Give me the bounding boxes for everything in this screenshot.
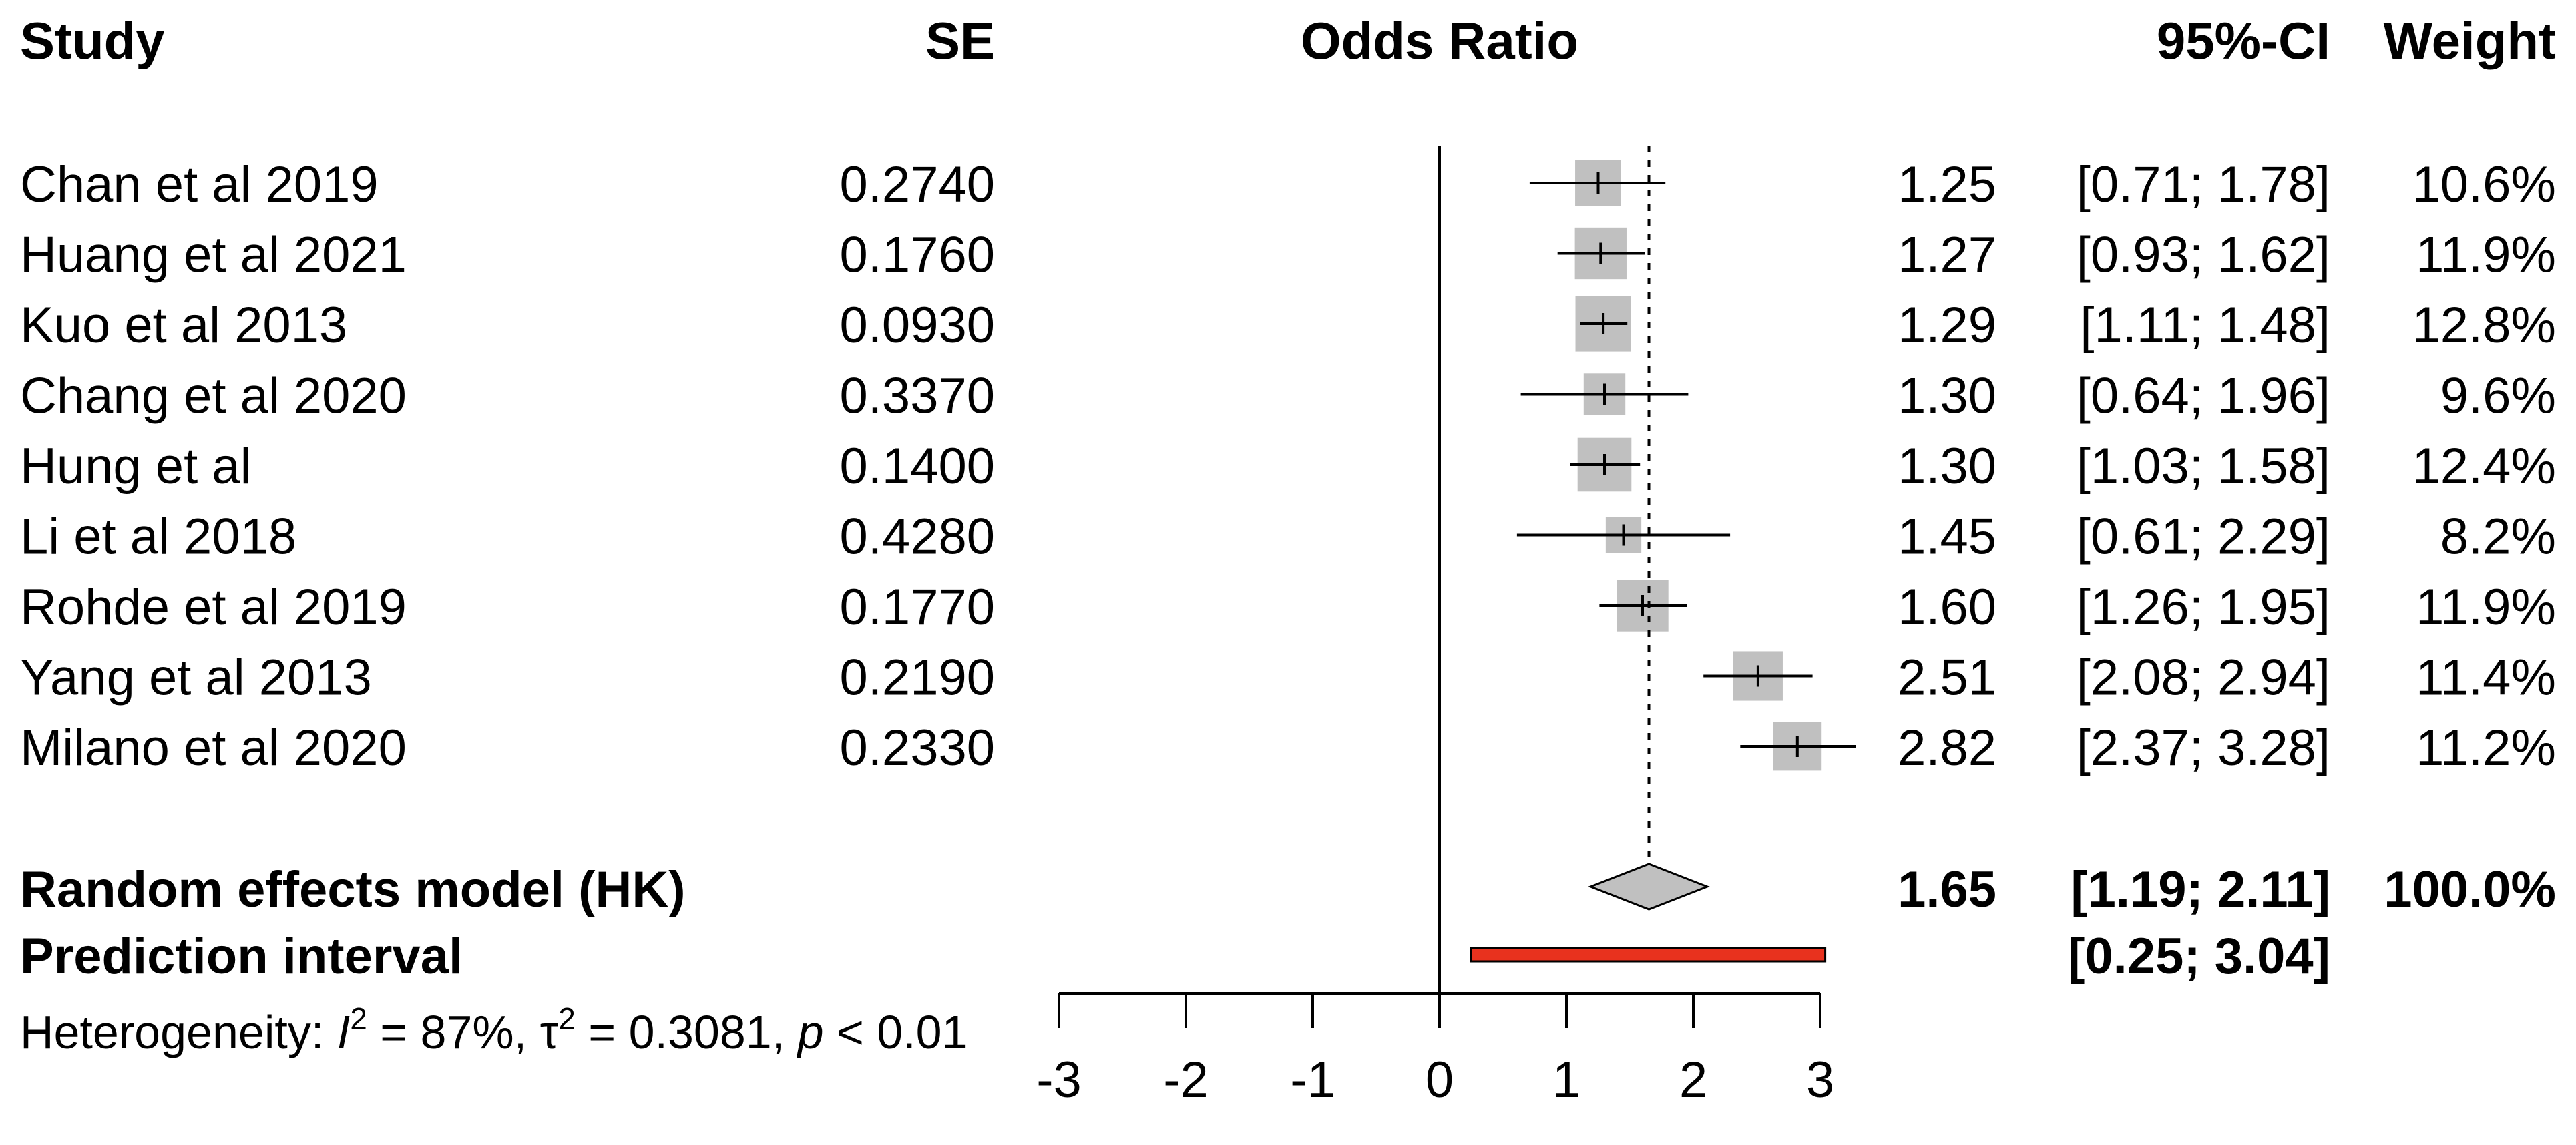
study-name: Milano et al 2020 — [20, 720, 407, 776]
study-ci: [1.11; 1.48] — [2080, 297, 2330, 354]
prediction-ci: [0.25; 3.04] — [2068, 928, 2330, 985]
header-study: Study — [20, 11, 165, 70]
study-weight: 11.2% — [2416, 720, 2556, 776]
study-estimate: 1.30 — [1898, 368, 1996, 425]
study-estimate: 2.51 — [1898, 650, 1996, 706]
study-estimate: 1.60 — [1898, 579, 1996, 636]
x-tick-label: -1 — [1290, 1052, 1335, 1108]
study-estimate: 1.45 — [1898, 509, 1996, 565]
pooled-diamond — [1587, 863, 1711, 911]
pooled-estimate: 1.65 — [1898, 861, 1996, 918]
study-ci: [2.08; 2.94] — [2077, 650, 2330, 706]
x-tick-label: -3 — [1036, 1052, 1082, 1108]
study-estimate: 1.30 — [1898, 438, 1996, 495]
study-se: 0.1760 — [840, 227, 995, 284]
study-se: 0.1770 — [840, 579, 995, 636]
study-se: 0.2740 — [840, 156, 995, 213]
study-row: Yang et al 2013 0.2190 2.51 [2.08; 2.94] 11.… — [20, 650, 2556, 706]
study-weight: 11.9% — [2416, 579, 2556, 636]
study-weight: 9.6% — [2440, 368, 2556, 425]
study-name: Chan et al 2019 — [20, 156, 379, 213]
study-se: 0.4280 — [840, 509, 995, 565]
study-weight: 12.8% — [2412, 297, 2557, 354]
study-se: 0.0930 — [840, 297, 995, 354]
study-ci: [0.61; 2.29] — [2077, 509, 2330, 565]
study-weight: 11.9% — [2416, 227, 2556, 284]
study-rows: Chan et al 2019 0.2740 1.25 [0.71; 1.78] 10.… — [20, 156, 2556, 776]
study-weight: 8.2% — [2440, 509, 2556, 565]
x-tick-label: -2 — [1163, 1052, 1209, 1108]
study-se: 0.3370 — [840, 368, 995, 425]
study-name: Rohde et al 2019 — [20, 579, 407, 636]
study-row: Chan et al 2019 0.2740 1.25 [0.71; 1.78] 10.… — [20, 156, 2556, 213]
study-weight: 12.4% — [2412, 438, 2557, 495]
study-name: Yang et al 2013 — [20, 650, 372, 706]
study-estimate: 1.27 — [1898, 227, 1996, 284]
study-estimate: 1.25 — [1898, 156, 1996, 213]
study-name: Huang et al 2021 — [20, 227, 407, 284]
study-estimate: 2.82 — [1898, 720, 1996, 776]
header-se: SE — [925, 11, 995, 70]
x-tick-label: 3 — [1806, 1052, 1834, 1108]
study-name: Chang et al 2020 — [20, 368, 407, 425]
x-tick-label: 1 — [1552, 1052, 1580, 1108]
prediction-row: Prediction interval [0.25; 3.04] — [20, 928, 2330, 985]
study-row: Milano et al 2020 0.2330 2.82 [2.37; 3.28] 1… — [20, 720, 2556, 776]
prediction-interval-bar — [1470, 947, 1827, 963]
study-se: 0.1400 — [840, 438, 995, 495]
column-headers: Study SE Odds Ratio 95%-CI Weight — [20, 11, 2556, 70]
study-weight: 10.6% — [2412, 156, 2557, 213]
study-ci: [0.93; 1.62] — [2077, 227, 2330, 284]
study-row: Rohde et al 2019 0.1770 1.60 [1.26; 1.95] 11… — [20, 579, 2556, 636]
pooled-ci: [1.19; 2.11] — [2071, 861, 2330, 918]
prediction-label: Prediction interval — [20, 928, 463, 985]
study-ci: [1.03; 1.58] — [2077, 438, 2330, 495]
study-ci: [1.26; 1.95] — [2077, 579, 2330, 636]
pooled-row: Random effects model (HK) 1.65 [1.19; 2.… — [20, 861, 2556, 918]
study-se: 0.2190 — [840, 650, 995, 706]
study-name: Kuo et al 2013 — [20, 297, 347, 354]
study-row: Hung et al 0.1400 1.30 [1.03; 1.58] 12.4% — [20, 437, 2557, 495]
study-estimate: 1.29 — [1898, 297, 1996, 354]
header-ci: 95%-CI — [2157, 11, 2330, 70]
study-name: Hung et al — [20, 438, 251, 495]
study-ci: [0.64; 1.96] — [2077, 368, 2330, 425]
x-tick-label: 2 — [1679, 1052, 1707, 1108]
study-weight: 11.4% — [2416, 650, 2556, 706]
pooled-label: Random effects model (HK) — [20, 861, 686, 918]
x-tick-label: 0 — [1426, 1052, 1454, 1108]
x-axis: -3 -2 -1 0 1 2 3 — [1036, 992, 1834, 1108]
study-name: Li et al 2018 — [20, 509, 296, 565]
study-row: Li et al 2018 0.4280 1.45 [0.61; 2.29] 8.2% — [20, 509, 2556, 565]
study-row: Kuo et al 2013 0.0930 1.29 [1.11; 1.48] 12.8… — [20, 296, 2556, 354]
header-odds-ratio: Odds Ratio — [1301, 11, 1578, 70]
study-row: Huang et al 2021 0.1760 1.27 [0.93; 1.62] 11… — [20, 227, 2556, 284]
study-ci: [2.37; 3.28] — [2077, 720, 2330, 776]
header-weight: Weight — [2383, 11, 2556, 70]
pooled-weight: 100.0% — [2384, 861, 2556, 918]
heterogeneity-text: Heterogeneity: I2 = 87%, τ2 = 0.3081, p … — [20, 1001, 968, 1058]
study-se: 0.2330 — [840, 720, 995, 776]
study-ci: [0.71; 1.78] — [2077, 156, 2330, 213]
plot-marks — [1438, 146, 1651, 993]
study-row: Chang et al 2020 0.3370 1.30 [0.64; 1.96] 9.… — [20, 368, 2556, 425]
